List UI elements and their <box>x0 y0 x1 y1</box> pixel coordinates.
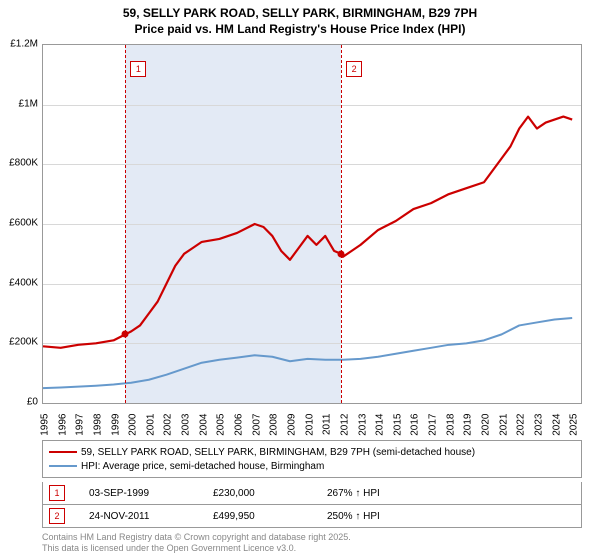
y-axis-label: £400K <box>2 277 38 288</box>
legend: 59, SELLY PARK ROAD, SELLY PARK, BIRMING… <box>42 440 582 528</box>
legend-label-1: 59, SELLY PARK ROAD, SELLY PARK, BIRMING… <box>81 447 475 458</box>
title-subtitle: Price paid vs. HM Land Registry's House … <box>0 22 600 38</box>
x-axis-label: 2021 <box>498 414 509 436</box>
x-axis-label: 2007 <box>251 414 262 436</box>
x-axis-label: 2023 <box>533 414 544 436</box>
y-axis-label: £1M <box>2 98 38 109</box>
x-axis-label: 1995 <box>40 414 51 436</box>
footer-line2: This data is licensed under the Open Gov… <box>42 543 351 554</box>
legend-row-2: HPI: Average price, semi-detached house,… <box>49 459 575 473</box>
x-axis-label: 2013 <box>357 414 368 436</box>
x-axis-label: 2004 <box>198 414 209 436</box>
x-axis-label: 1997 <box>75 414 86 436</box>
legend-swatch-blue <box>49 465 77 467</box>
x-axis-label: 1999 <box>110 414 121 436</box>
sale-row-marker: 2 <box>49 508 65 524</box>
x-axis-label: 2018 <box>445 414 456 436</box>
x-axis-label: 1998 <box>92 414 103 436</box>
legend-swatch-red <box>49 451 77 453</box>
series-line <box>43 318 572 388</box>
sale-pct: 250% ↑ HPI <box>327 511 380 522</box>
x-axis-label: 2001 <box>145 414 156 436</box>
footer: Contains HM Land Registry data © Crown c… <box>42 532 351 554</box>
sale-marker-box: 1 <box>130 61 146 77</box>
x-axis-label: 2016 <box>410 414 421 436</box>
y-axis-label: £200K <box>2 337 38 348</box>
x-axis-label: 2011 <box>322 414 333 436</box>
x-axis-label: 2025 <box>569 414 580 436</box>
sale-marker-box: 2 <box>346 61 362 77</box>
x-axis-label: 2020 <box>480 414 491 436</box>
sale-vline <box>341 45 342 403</box>
legend-box: 59, SELLY PARK ROAD, SELLY PARK, BIRMING… <box>42 440 582 478</box>
y-axis-label: £0 <box>2 397 38 408</box>
legend-row-1: 59, SELLY PARK ROAD, SELLY PARK, BIRMING… <box>49 445 575 459</box>
chart-lines <box>43 45 581 403</box>
x-axis-label: 2024 <box>551 414 562 436</box>
x-axis-label: 2003 <box>181 414 192 436</box>
x-axis-label: 1996 <box>57 414 68 436</box>
x-axis-label: 2000 <box>128 414 139 436</box>
sale-row-marker: 1 <box>49 485 65 501</box>
sale-price: £230,000 <box>213 488 303 499</box>
plot-area: 12 <box>42 44 582 404</box>
sale-point <box>122 331 129 338</box>
x-axis-label: 2006 <box>234 414 245 436</box>
sale-price: £499,950 <box>213 511 303 522</box>
sale-date: 24-NOV-2011 <box>89 511 189 522</box>
x-axis-label: 2017 <box>428 414 439 436</box>
x-axis-label: 2008 <box>269 414 280 436</box>
sale-point <box>338 250 345 257</box>
sale-date: 03-SEP-1999 <box>89 488 189 499</box>
y-axis-label: £600K <box>2 218 38 229</box>
x-axis-label: 2019 <box>463 414 474 436</box>
x-axis-label: 2010 <box>304 414 315 436</box>
sale-pct: 267% ↑ HPI <box>327 488 380 499</box>
series-line <box>43 117 572 348</box>
legend-label-2: HPI: Average price, semi-detached house,… <box>81 461 324 472</box>
title-block: 59, SELLY PARK ROAD, SELLY PARK, BIRMING… <box>0 0 600 37</box>
sale-vline <box>125 45 126 403</box>
title-address: 59, SELLY PARK ROAD, SELLY PARK, BIRMING… <box>0 6 600 22</box>
x-axis-label: 2005 <box>216 414 227 436</box>
x-axis-label: 2022 <box>516 414 527 436</box>
y-axis-label: £800K <box>2 158 38 169</box>
x-axis-label: 2015 <box>392 414 403 436</box>
x-axis-label: 2002 <box>163 414 174 436</box>
y-axis-label: £1.2M <box>2 39 38 50</box>
chart-container: 59, SELLY PARK ROAD, SELLY PARK, BIRMING… <box>0 0 600 560</box>
sale-row: 1 03-SEP-1999 £230,000 267% ↑ HPI <box>42 482 582 505</box>
x-axis-label: 2009 <box>286 414 297 436</box>
x-axis-label: 2012 <box>339 414 350 436</box>
sale-row: 2 24-NOV-2011 £499,950 250% ↑ HPI <box>42 505 582 528</box>
x-axis-label: 2014 <box>375 414 386 436</box>
footer-line1: Contains HM Land Registry data © Crown c… <box>42 532 351 543</box>
